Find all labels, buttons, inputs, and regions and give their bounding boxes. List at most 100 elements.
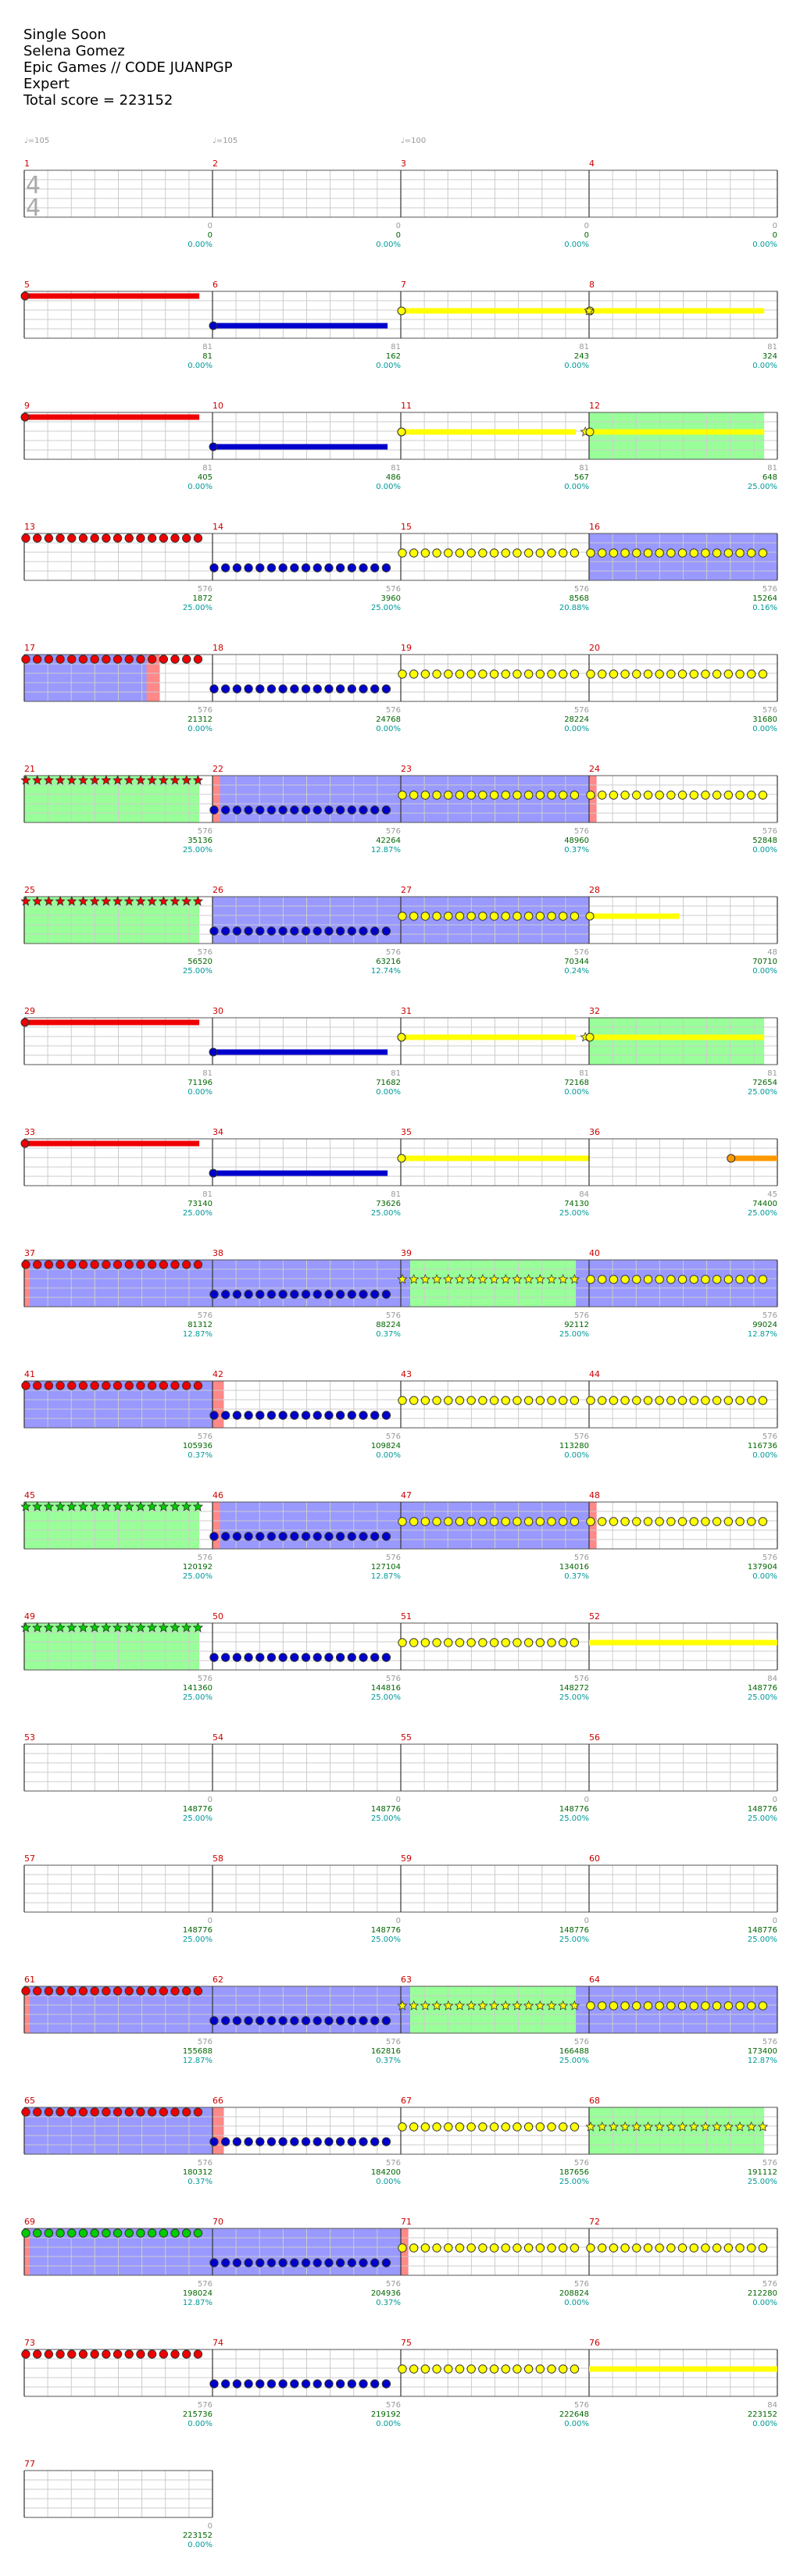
measure-percent: 25.00% — [748, 1814, 777, 1823]
measure-percent: 25.00% — [748, 1936, 777, 1944]
star-note — [488, 1273, 500, 1284]
measure-number: 21 — [24, 764, 35, 774]
note — [359, 926, 368, 936]
note — [209, 2258, 219, 2267]
note — [209, 321, 218, 330]
star-note — [431, 1273, 442, 1284]
measure-score: 70710 — [752, 958, 777, 966]
note — [147, 1986, 157, 1996]
overdrive-region — [589, 1018, 765, 1065]
note — [324, 1290, 334, 1299]
measure-number: 35 — [401, 1127, 412, 1137]
note — [655, 1396, 664, 1405]
note — [501, 548, 510, 558]
note — [620, 1396, 630, 1405]
note — [432, 1517, 441, 1526]
note — [244, 2016, 253, 2025]
measure-score: 72168 — [564, 1079, 589, 1087]
measure-score: 72654 — [752, 1079, 777, 1087]
note — [136, 655, 145, 664]
star-note — [569, 1273, 580, 1284]
measure-score: 219192 — [371, 2410, 401, 2419]
star-note — [443, 2000, 454, 2010]
note — [290, 1653, 299, 1662]
note — [455, 1638, 465, 1647]
note — [301, 684, 311, 694]
measure-score: 648 — [762, 473, 777, 482]
sustain-bar — [589, 2366, 777, 2372]
note — [398, 1517, 407, 1526]
note — [335, 563, 345, 573]
note — [597, 669, 607, 679]
note — [559, 1638, 568, 1647]
note — [170, 2349, 180, 2359]
measure-number: 76 — [589, 2338, 600, 2348]
measure-percent: 25.00% — [371, 1936, 401, 1944]
note — [112, 2228, 123, 2238]
note — [266, 684, 277, 694]
note — [747, 669, 756, 679]
note — [124, 533, 134, 543]
note — [209, 1411, 219, 1420]
note — [44, 1260, 54, 1269]
measure-number: 1 — [24, 159, 30, 169]
note — [409, 1396, 419, 1405]
note — [444, 2122, 453, 2132]
note — [278, 1411, 288, 1420]
note — [689, 2001, 698, 2010]
note — [220, 2016, 230, 2025]
measure-score: 148776 — [183, 1805, 212, 1814]
difficulty-label: Expert — [23, 76, 70, 92]
measure-number: 24 — [589, 764, 600, 774]
measure-score: 109824 — [371, 1442, 401, 1450]
measure-percent: 0.37% — [376, 2057, 401, 2065]
measure-percent: 0.00% — [752, 2299, 777, 2307]
measure-score: 1872 — [193, 594, 212, 603]
note — [232, 684, 242, 694]
note — [20, 1018, 30, 1027]
measure-score: 155688 — [183, 2047, 212, 2056]
note — [21, 2107, 30, 2117]
measure-number: 17 — [24, 643, 35, 653]
measure-percent: 0.00% — [752, 2420, 777, 2428]
star-note — [666, 2121, 677, 2132]
note-count: 576 — [762, 1554, 777, 1562]
note — [21, 1381, 30, 1390]
note — [147, 1381, 157, 1390]
note — [547, 912, 556, 921]
sustain-bar — [401, 1155, 589, 1161]
note-count: 576 — [386, 2038, 401, 2046]
note — [632, 790, 641, 800]
note — [620, 548, 630, 558]
note — [278, 2258, 288, 2267]
note — [478, 790, 488, 800]
note — [112, 533, 123, 543]
star-note — [569, 2000, 580, 2010]
star-note — [192, 1622, 204, 1632]
measure-percent: 25.00% — [559, 1693, 589, 1702]
note — [159, 2349, 169, 2359]
note — [523, 2364, 534, 2374]
note — [701, 2001, 710, 2010]
measure-number: 58 — [212, 1854, 223, 1864]
measure-number: 14 — [212, 522, 223, 532]
measure-number: 11 — [401, 401, 412, 411]
note — [220, 1653, 230, 1662]
measure-number: 52 — [589, 1611, 600, 1622]
note — [381, 1411, 391, 1420]
note — [643, 2243, 653, 2253]
note — [420, 2243, 430, 2253]
note — [244, 1411, 253, 1420]
measure-number: 8 — [589, 280, 595, 290]
note-count: 576 — [762, 2159, 777, 2167]
note — [381, 1290, 391, 1299]
measure-percent: 0.00% — [564, 483, 589, 491]
note — [478, 548, 488, 558]
measure-percent: 25.00% — [371, 1693, 401, 1702]
note — [643, 1517, 653, 1526]
note — [444, 912, 453, 921]
star-note — [101, 774, 112, 785]
